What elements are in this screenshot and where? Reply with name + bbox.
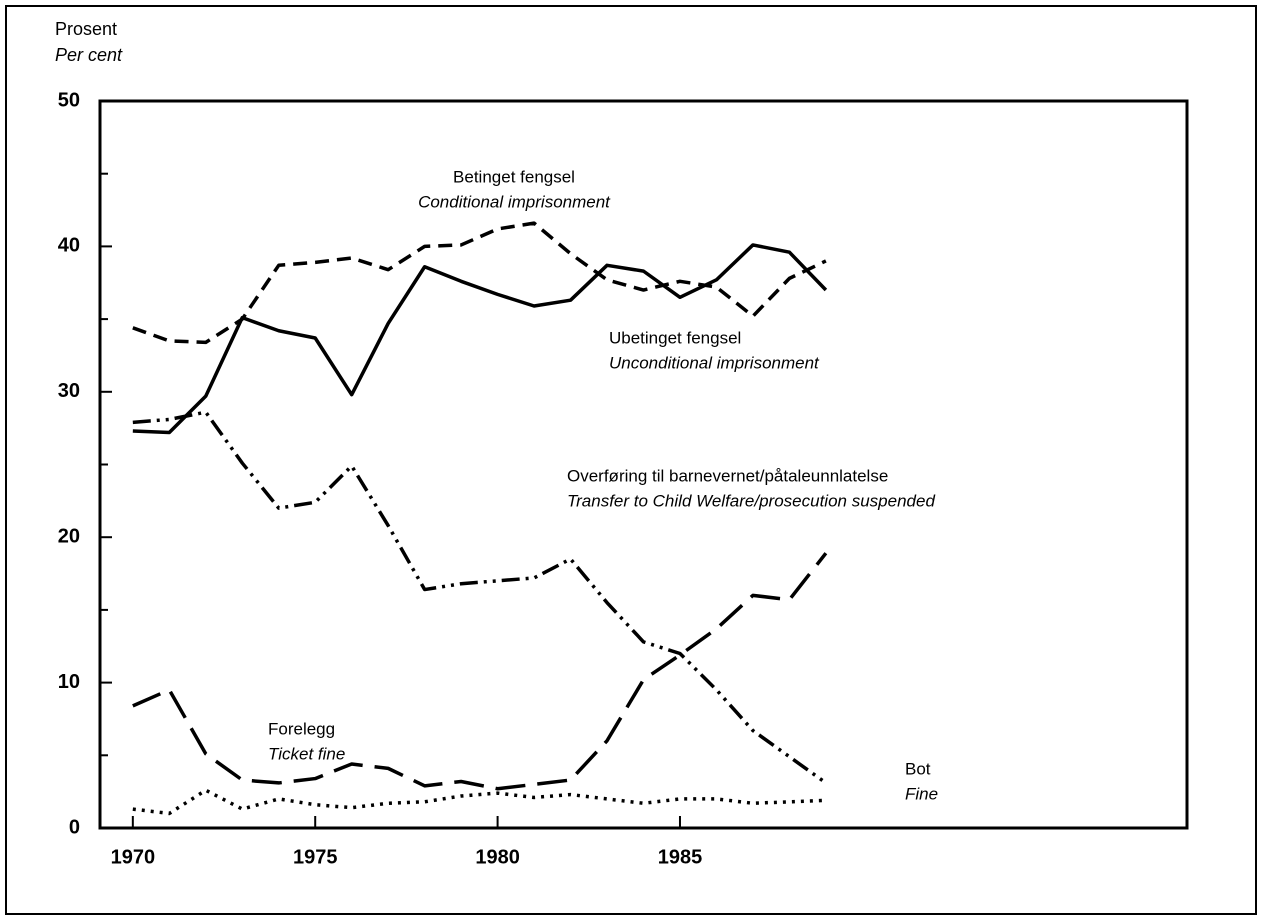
- series-label: Betinget fengsel: [453, 167, 575, 186]
- y-tick-label: 0: [69, 816, 80, 838]
- series-label-en: Conditional imprisonment: [418, 192, 611, 211]
- series-label-en: Transfer to Child Welfare/prosecution su…: [567, 491, 935, 510]
- frame: [5, 5, 1257, 915]
- series-line: [132, 243, 828, 435]
- series-label-en: Ticket fine: [268, 744, 345, 763]
- series-label: Ubetinget fengsel: [609, 328, 741, 347]
- series-label: Overføring til barnevernet/påtaleunnlate…: [567, 466, 888, 485]
- series-line: [132, 410, 827, 785]
- series-line: [132, 788, 826, 816]
- plot-area: [98, 99, 1189, 830]
- y-tick-label: 40: [58, 235, 80, 257]
- x-tick-label: 1970: [111, 846, 156, 868]
- series-label-en: Fine: [905, 784, 938, 803]
- x-tick-label: 1985: [658, 846, 703, 868]
- series-label: Bot: [905, 759, 931, 778]
- series-label: Forelegg: [268, 719, 335, 738]
- y-tick-label: 20: [58, 525, 80, 547]
- y-axis-label: Prosent: [55, 19, 117, 39]
- x-tick-label: 1980: [475, 846, 520, 868]
- y-tick-label: 10: [58, 671, 80, 693]
- series-label-en: Unconditional imprisonment: [609, 353, 820, 372]
- y-axis-label-en: Per cent: [55, 45, 123, 65]
- series-line: [132, 552, 828, 791]
- series-line: [132, 221, 827, 345]
- x-tick-label: 1975: [293, 846, 338, 868]
- y-tick-label: 30: [58, 380, 80, 402]
- y-tick-label: 50: [58, 89, 80, 111]
